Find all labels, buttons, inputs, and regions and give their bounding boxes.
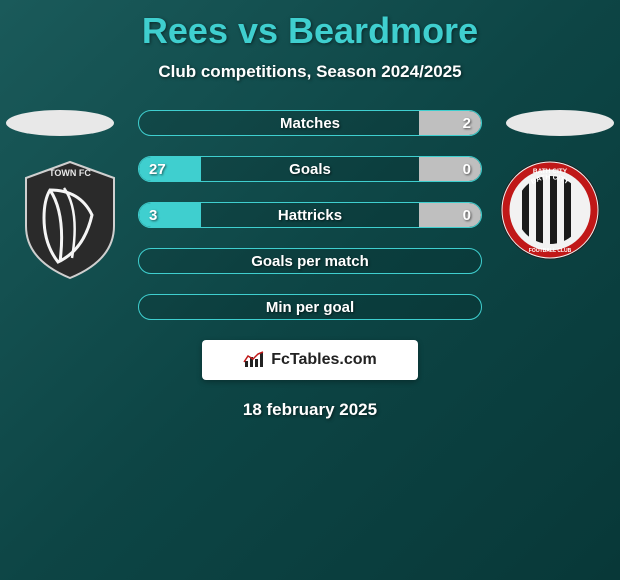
right-club-badge: BATH CITY BATH CITY FOOTBALL CLUB <box>500 160 600 260</box>
stat-label: Goals <box>139 161 481 178</box>
chart-icon <box>243 351 265 369</box>
stat-row: 30Hattricks <box>138 202 482 228</box>
stat-row: Goals per match <box>138 248 482 274</box>
stat-row: Min per goal <box>138 294 482 320</box>
watermark: FcTables.com <box>202 340 418 380</box>
watermark-text: FcTables.com <box>271 351 377 369</box>
stat-row: 2Matches <box>138 110 482 136</box>
stat-label: Min per goal <box>139 299 481 316</box>
main-area: TOWN FC BATH CITY BATH CITY FOOTBALL CLU… <box>0 110 620 420</box>
stat-row: 270Goals <box>138 156 482 182</box>
stat-label: Goals per match <box>139 253 481 270</box>
right-player-ellipse <box>506 110 614 136</box>
comparison-subtitle: Club competitions, Season 2024/2025 <box>0 62 620 82</box>
stat-label: Hattricks <box>139 207 481 224</box>
comparison-title: Rees vs Beardmore <box>0 0 620 52</box>
svg-text:FOOTBALL CLUB: FOOTBALL CLUB <box>529 248 572 254</box>
date-line: 18 february 2025 <box>0 400 620 420</box>
left-club-badge: TOWN FC <box>20 160 120 280</box>
svg-text:TOWN FC: TOWN FC <box>49 168 91 178</box>
svg-text:BATH CITY: BATH CITY <box>533 168 568 175</box>
left-player-ellipse <box>6 110 114 136</box>
stat-label: Matches <box>139 115 481 132</box>
stats-bars: 2Matches 270Goals 30Hattricks Goals per mat… <box>138 110 482 320</box>
